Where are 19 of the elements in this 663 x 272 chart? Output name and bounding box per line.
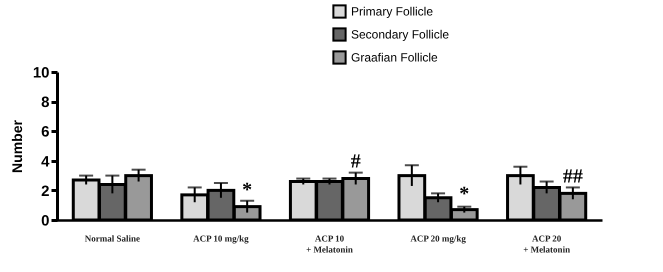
x-tick-label: Normal Saline	[84, 234, 140, 244]
y-tick-label: 2	[41, 182, 50, 200]
x-tick-label: ACP 10 mg/kg	[193, 234, 250, 244]
annotation: #	[350, 150, 361, 173]
annotation: ##	[562, 165, 583, 188]
y-tick-label: 6	[41, 124, 50, 141]
annotation: *	[242, 178, 252, 201]
y-axis-title: Number	[8, 120, 25, 173]
legend-label: Graafian Follicle	[351, 50, 438, 64]
y-tick-label: 10	[32, 64, 50, 82]
x-tick-label: ACP 20 + Melatonin	[523, 234, 570, 254]
y-tick-label: 8	[41, 94, 50, 112]
x-tick-label: ACP 10 + Melatonin	[306, 234, 353, 254]
y-tick-label: 0	[41, 212, 50, 230]
x-tick-label: ACP 20 mg/kg	[410, 234, 466, 244]
y-tick-label: 4	[41, 153, 50, 170]
annotation: *	[459, 183, 470, 206]
legend-label: Secondary Follicle	[351, 28, 450, 42]
legend-label: Primary Follicle	[351, 4, 434, 18]
